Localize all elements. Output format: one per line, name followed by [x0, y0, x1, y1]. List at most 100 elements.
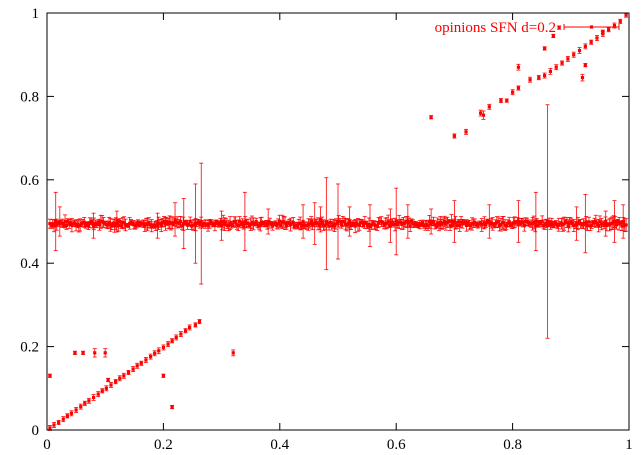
marker — [408, 224, 412, 228]
data-point — [173, 202, 178, 237]
data-point — [560, 60, 565, 66]
data-point — [554, 64, 559, 71]
data-point — [72, 350, 77, 355]
marker — [583, 63, 587, 67]
marker — [368, 224, 372, 228]
data-point — [121, 372, 126, 379]
data-point — [621, 204, 626, 239]
data-point — [104, 385, 109, 392]
marker — [364, 221, 368, 225]
marker — [502, 221, 506, 225]
marker — [554, 65, 558, 69]
marker — [227, 223, 231, 228]
marker — [183, 329, 188, 333]
marker — [434, 224, 438, 228]
marker — [516, 86, 521, 90]
marker — [110, 224, 114, 228]
marker — [107, 221, 111, 225]
marker — [437, 223, 441, 227]
data-point — [242, 191, 247, 252]
data-point — [545, 104, 550, 339]
marker — [516, 219, 521, 224]
marker — [54, 219, 58, 224]
y-tick-label: 0.4 — [20, 256, 39, 272]
marker — [396, 222, 400, 227]
marker — [309, 220, 313, 224]
marker — [504, 224, 509, 228]
data-point — [624, 218, 629, 232]
marker — [233, 220, 238, 224]
marker — [153, 351, 157, 355]
x-tick-label: 0.8 — [503, 437, 522, 453]
marker — [419, 222, 423, 226]
marker — [580, 76, 585, 80]
marker — [409, 219, 414, 223]
marker — [97, 223, 102, 227]
marker — [188, 219, 192, 223]
marker — [104, 386, 108, 390]
marker — [177, 221, 181, 226]
marker — [68, 221, 73, 225]
marker — [236, 223, 240, 228]
data-point — [580, 73, 585, 82]
marker — [545, 219, 550, 224]
marker — [583, 221, 587, 226]
marker — [89, 219, 93, 223]
marker — [291, 221, 295, 225]
marker — [339, 222, 344, 227]
y-axis-tick-labels: 0 0.2 0.4 0.6 0.8 1 — [20, 6, 39, 439]
marker — [381, 220, 385, 225]
marker — [393, 222, 397, 227]
data-point — [135, 362, 140, 369]
data-point — [551, 33, 556, 39]
x-axis-tick-labels: 0 0.2 0.4 0.6 0.8 1 — [43, 437, 633, 453]
y-tick-label: 0.8 — [20, 89, 39, 105]
data-point — [594, 35, 599, 41]
marker — [550, 221, 554, 225]
marker — [451, 223, 455, 227]
data-point — [618, 18, 623, 24]
marker — [618, 221, 623, 225]
marker — [217, 222, 221, 226]
marker — [557, 25, 561, 30]
data-point — [446, 219, 451, 224]
data-point — [56, 420, 61, 425]
marker — [313, 221, 317, 226]
marker — [334, 222, 338, 226]
data-point — [81, 350, 86, 355]
marker — [566, 224, 570, 228]
marker — [141, 222, 146, 226]
marker — [612, 219, 617, 224]
marker — [73, 351, 77, 355]
marker — [375, 224, 379, 228]
marker — [126, 370, 131, 375]
data-point — [583, 63, 588, 68]
marker — [534, 219, 538, 224]
marker — [499, 223, 503, 227]
data-point — [193, 183, 198, 264]
data-point — [301, 204, 306, 239]
marker — [242, 223, 246, 228]
marker — [551, 34, 555, 38]
marker — [273, 221, 278, 225]
data-point — [231, 349, 236, 357]
marker — [96, 220, 100, 224]
data-point — [197, 319, 202, 325]
marker — [438, 220, 443, 225]
marker — [93, 351, 97, 355]
marker — [505, 98, 509, 103]
marker — [385, 221, 389, 225]
marker — [115, 221, 119, 225]
data-point — [498, 217, 503, 232]
marker — [459, 220, 463, 224]
marker — [222, 222, 227, 226]
marker — [521, 220, 525, 225]
marker — [537, 76, 541, 80]
marker — [283, 221, 287, 225]
marker — [543, 46, 547, 51]
marker — [577, 219, 581, 223]
marker — [49, 223, 53, 228]
marker — [173, 217, 177, 222]
marker — [81, 351, 85, 355]
